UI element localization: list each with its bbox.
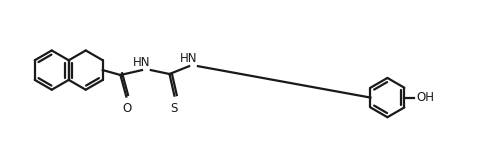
Text: S: S bbox=[170, 102, 178, 114]
Text: HN: HN bbox=[180, 52, 198, 65]
Text: O: O bbox=[122, 102, 132, 116]
Text: HN: HN bbox=[133, 56, 150, 69]
Text: OH: OH bbox=[416, 91, 434, 104]
